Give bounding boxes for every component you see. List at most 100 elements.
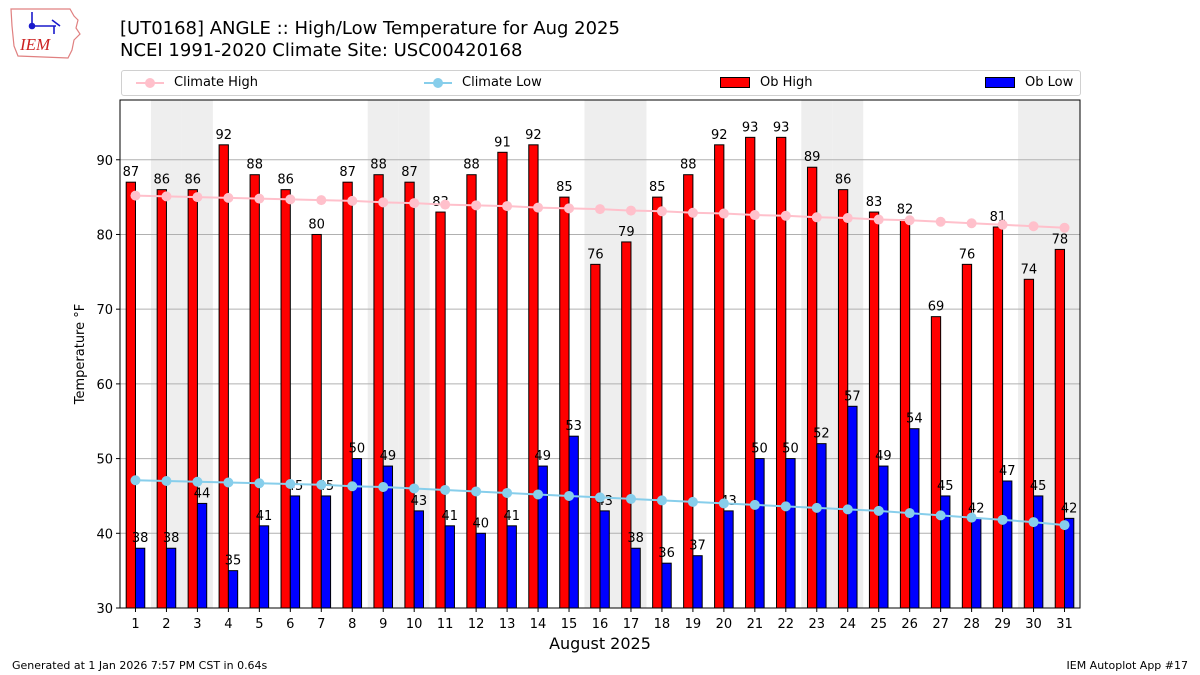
- x-tick-label: 21: [747, 617, 764, 632]
- x-tick-label: 25: [870, 617, 887, 632]
- x-tick-label: 29: [994, 617, 1011, 632]
- legend-item-ob-high: Ob High: [720, 75, 813, 90]
- climate-high-point: [254, 193, 265, 204]
- ob-high-bar: [218, 144, 229, 609]
- climate-low-point: [935, 510, 946, 521]
- climate-low-point: [254, 478, 265, 489]
- climate-high-point: [904, 215, 915, 226]
- x-tick-label: 19: [685, 617, 702, 632]
- climate-high-point: [780, 210, 791, 221]
- ob-low-bar: [909, 428, 920, 609]
- iowa-outline-shape: [10, 8, 81, 59]
- climate-low-point: [842, 504, 853, 515]
- x-tick-label: 22: [778, 617, 795, 632]
- climate-low-point: [409, 483, 420, 494]
- climate-high-point: [564, 203, 575, 214]
- x-tick-label: 23: [809, 617, 826, 632]
- climate-low-point: [966, 512, 977, 523]
- ob-high-bar: [497, 151, 508, 609]
- ob-low-label: 37: [689, 539, 706, 554]
- climate-low-point: [471, 486, 482, 497]
- ob-low-label: 38: [132, 531, 149, 546]
- ob-low-label: 49: [534, 449, 551, 464]
- app-credit: IEM Autoplot App #17: [1066, 659, 1189, 672]
- legend-item-climate-high: Climate High: [136, 75, 258, 90]
- climate-high-point: [966, 218, 977, 229]
- x-tick-label: 13: [499, 617, 516, 632]
- ob-low-bar: [630, 547, 641, 609]
- climate-low-point: [161, 476, 172, 486]
- x-tick-label: 5: [255, 617, 263, 632]
- logo-text: IEM: [19, 35, 51, 54]
- x-tick-label: 27: [932, 617, 949, 632]
- x-tick-label: 31: [1056, 617, 1073, 632]
- ob-high-bar: [868, 211, 880, 609]
- climate-high-point: [873, 214, 884, 225]
- ob-low-label: 35: [225, 554, 242, 569]
- climate-high-point: [687, 207, 698, 218]
- climate-low-point: [873, 505, 884, 516]
- ob-high-label: 83: [866, 195, 883, 210]
- climate-low-point: [347, 481, 358, 492]
- weather-station-icon: [28, 12, 61, 34]
- ob-low-bar: [289, 495, 301, 609]
- x-tick-label: 24: [839, 617, 856, 632]
- ob-high-label: 79: [618, 225, 635, 240]
- ob-high-label: 88: [246, 158, 263, 173]
- climate-low-point: [687, 496, 698, 507]
- ob-low-bar: [165, 547, 177, 609]
- ob-low-label: 41: [503, 509, 520, 524]
- climate-low-point: [997, 514, 1008, 525]
- ob-low-bar: [599, 510, 610, 609]
- x-tick-label: 3: [193, 617, 201, 632]
- ob-low-label: 38: [163, 531, 180, 546]
- generated-timestamp: Generated at 1 Jan 2026 7:57 PM CST in 0…: [12, 659, 268, 672]
- ob-low-bar: [1064, 517, 1075, 609]
- legend-label: Ob High: [760, 75, 813, 90]
- ob-high-label: 88: [463, 158, 480, 173]
- ob-high-bar: [373, 174, 384, 609]
- climate-low-point: [904, 508, 915, 519]
- ob-low-label: 57: [844, 389, 861, 404]
- climate-high-point: [997, 219, 1008, 230]
- ob-low-bar: [971, 517, 982, 609]
- climate-high-point: [440, 199, 451, 210]
- ob-low-bar: [754, 458, 765, 609]
- ob-high-label: 91: [494, 135, 511, 150]
- ob-low-label: 41: [442, 509, 459, 524]
- ob-high-label: 87: [123, 165, 140, 180]
- ob-high-label: 69: [928, 300, 945, 315]
- ob-high-label: 93: [773, 120, 790, 135]
- x-tick-label: 30: [1025, 617, 1042, 632]
- x-tick-label: 2: [162, 617, 170, 632]
- ob-high-bar: [187, 189, 198, 609]
- ob-high-label: 78: [1052, 232, 1069, 247]
- ob-high-label: 74: [1021, 262, 1038, 277]
- climate-low-point: [625, 493, 636, 504]
- ob-low-label: 45: [937, 479, 954, 494]
- climate-low-point: [564, 490, 575, 501]
- x-tick-label: 28: [963, 617, 980, 632]
- legend-label: Climate High: [174, 75, 259, 90]
- ob-high-label: 92: [525, 128, 542, 143]
- climate-low-point: [656, 495, 667, 506]
- ob-high-bar: [559, 196, 570, 609]
- x-tick-label: 6: [286, 617, 294, 632]
- ob-high-bar: [280, 189, 291, 609]
- ob-high-label: 89: [804, 150, 821, 165]
- ob-low-label: 44: [194, 486, 211, 501]
- y-tick-label: 60: [96, 378, 113, 393]
- climate-low-point: [378, 481, 389, 492]
- climate-high-point: [223, 192, 234, 203]
- climate-high-point: [935, 216, 946, 227]
- x-tick-label: 15: [561, 617, 578, 632]
- ob-high-label: 76: [587, 247, 604, 262]
- ob-low-label: 50: [751, 442, 768, 457]
- climate-high-point: [842, 213, 853, 224]
- climate-high-point: [130, 190, 141, 201]
- climate-high-point: [1059, 222, 1070, 233]
- ob-low-bar: [444, 525, 455, 609]
- climate-low-point: [223, 477, 234, 488]
- climate-low-point: [595, 492, 605, 503]
- ob-low-label: 41: [256, 509, 273, 524]
